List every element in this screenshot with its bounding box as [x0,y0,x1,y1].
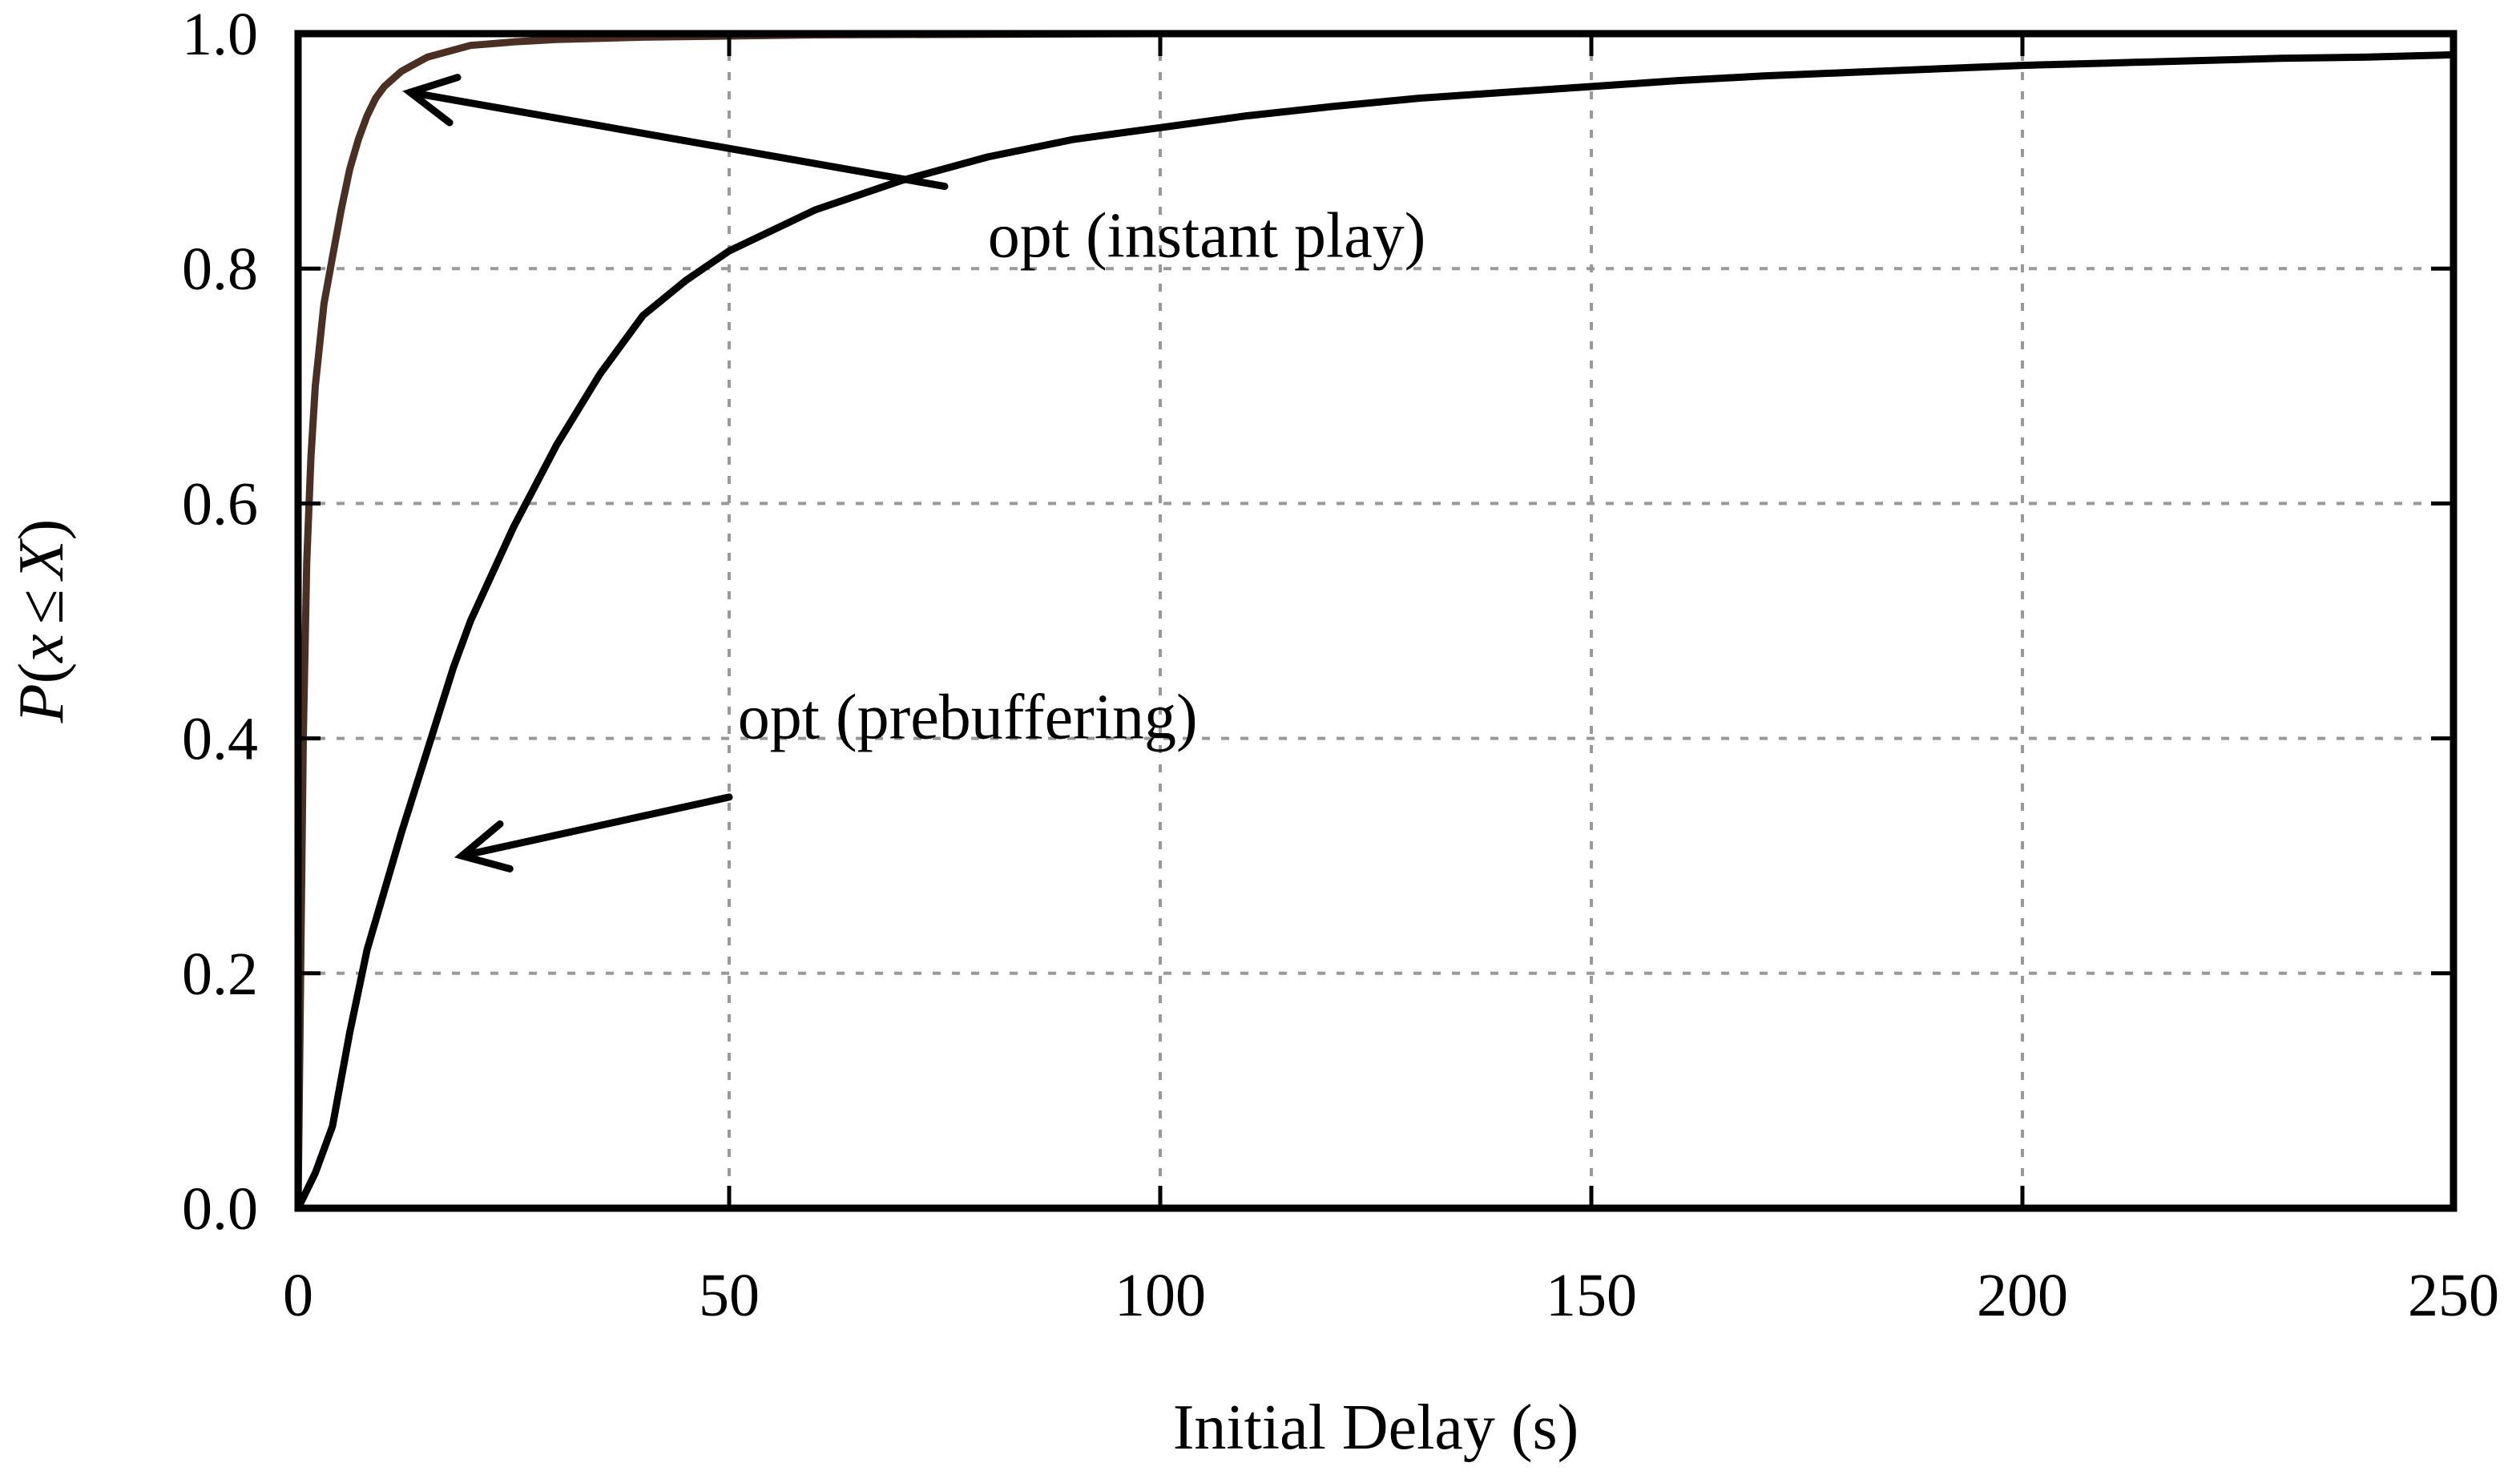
series-line [298,34,2453,1208]
y-tick-label: 0.0 [182,1175,258,1243]
x-axis-title: Initial Delay (s) [1173,1392,1579,1463]
y-tick-label: 1.0 [182,1,258,68]
annotations: opt (instant play) opt (prebuffering) [402,74,1426,873]
series-lines [298,34,2453,1208]
x-tick-label: 0 [283,1262,313,1329]
annotation-label: opt (instant play) [988,201,1426,272]
annotation-arrow-head [402,74,462,127]
annotation-label: opt (prebuffering) [738,683,1198,753]
y-tick-label: 0.2 [182,941,258,1008]
annotation-arrow-shaft [406,88,949,191]
x-tick-labels: 0 50 100 150 200 250 [283,1262,2499,1329]
x-tick-label: 150 [1546,1262,1637,1329]
grid-lines [298,34,2453,1208]
axis-ticks [296,31,2456,1211]
y-axis-title: P(x≤X) [6,519,77,723]
x-tick-label: 200 [1977,1262,2068,1329]
plot-frame [294,30,2458,1212]
y-tick-label: 0.6 [182,470,258,538]
x-tick-label: 50 [699,1262,760,1329]
annotation-arrow-shaft [458,793,733,860]
series-line [298,50,2453,1208]
x-tick-label: 100 [1115,1262,1206,1329]
y-tick-labels: 0.0 0.2 0.4 0.6 0.8 1.0 [182,1,258,1243]
annotation-arrow-head [454,820,514,873]
x-tick-label: 250 [2408,1262,2499,1329]
y-tick-label: 0.4 [182,706,258,773]
y-tick-label: 0.8 [182,236,258,303]
